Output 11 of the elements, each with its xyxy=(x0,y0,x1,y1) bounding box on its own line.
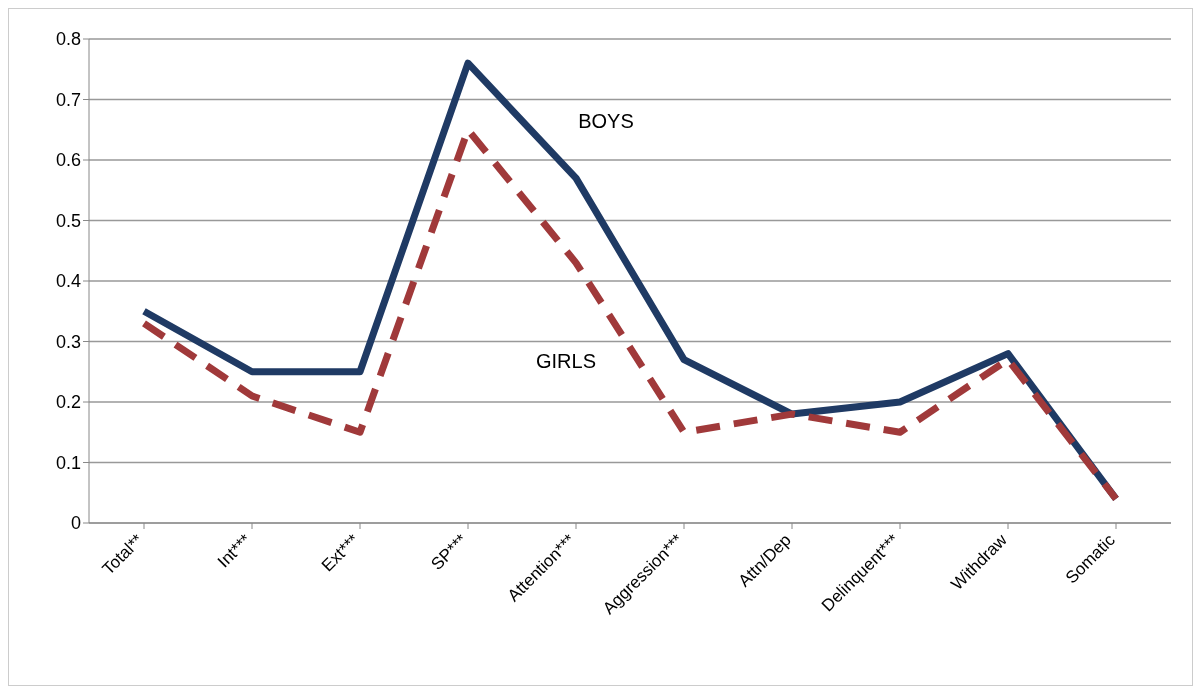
series-label: GIRLS xyxy=(535,349,597,372)
y-tick-label: 0.7 xyxy=(55,89,81,110)
y-tick-label: 0.2 xyxy=(55,392,81,413)
y-tick-label: 0.4 xyxy=(55,271,81,292)
y-tick-label: 0.1 xyxy=(55,452,81,473)
y-tick-label: 0.6 xyxy=(55,150,81,171)
y-tick-label: 0.3 xyxy=(55,331,81,352)
y-tick-label: 0.8 xyxy=(55,29,81,50)
y-tick-label: 0.5 xyxy=(55,210,81,231)
series-label: BOYS xyxy=(578,110,634,133)
y-tick-label: 0 xyxy=(70,513,81,534)
